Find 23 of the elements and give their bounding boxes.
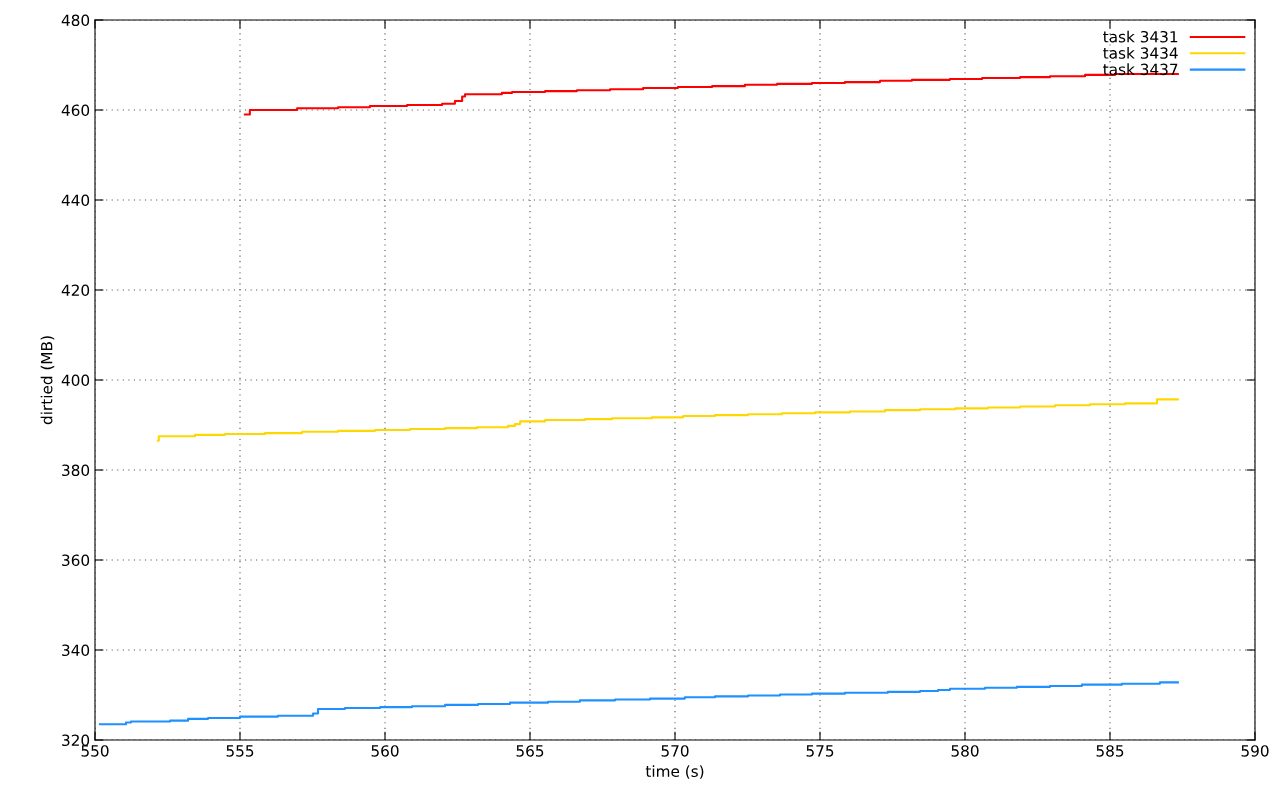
x-tick-label: 570 bbox=[661, 745, 689, 757]
x-tick-label: 555 bbox=[226, 745, 254, 757]
legend-label: task 3431 bbox=[1103, 30, 1178, 43]
y-tick-label: 480 bbox=[61, 14, 90, 27]
y-tick-label: 400 bbox=[61, 374, 90, 387]
y-tick-label: 420 bbox=[61, 284, 90, 297]
x-tick-label: 550 bbox=[81, 745, 109, 757]
x-tick-label: 590 bbox=[1241, 745, 1269, 757]
y-tick-label: 320 bbox=[62, 734, 90, 747]
y-tick-label: 440 bbox=[61, 194, 90, 207]
legend-label: task 3434 bbox=[1103, 47, 1178, 59]
x-tick-label: 565 bbox=[516, 745, 544, 757]
y-tick-label: 340 bbox=[62, 644, 90, 657]
y-tick-label: 380 bbox=[62, 464, 90, 477]
y-tick-label: 360 bbox=[62, 554, 90, 567]
x-tick-label: 580 bbox=[951, 745, 979, 757]
x-tick-label: 560 bbox=[371, 745, 399, 757]
legend-label: task 3437 bbox=[1103, 63, 1178, 76]
y-axis-title: dirtied (MB) bbox=[40, 336, 55, 425]
x-axis-title: time (s) bbox=[645, 765, 704, 779]
y-tick-label: 460 bbox=[61, 104, 90, 117]
x-tick-label: 585 bbox=[1096, 745, 1124, 757]
x-tick-label: 575 bbox=[806, 745, 834, 757]
